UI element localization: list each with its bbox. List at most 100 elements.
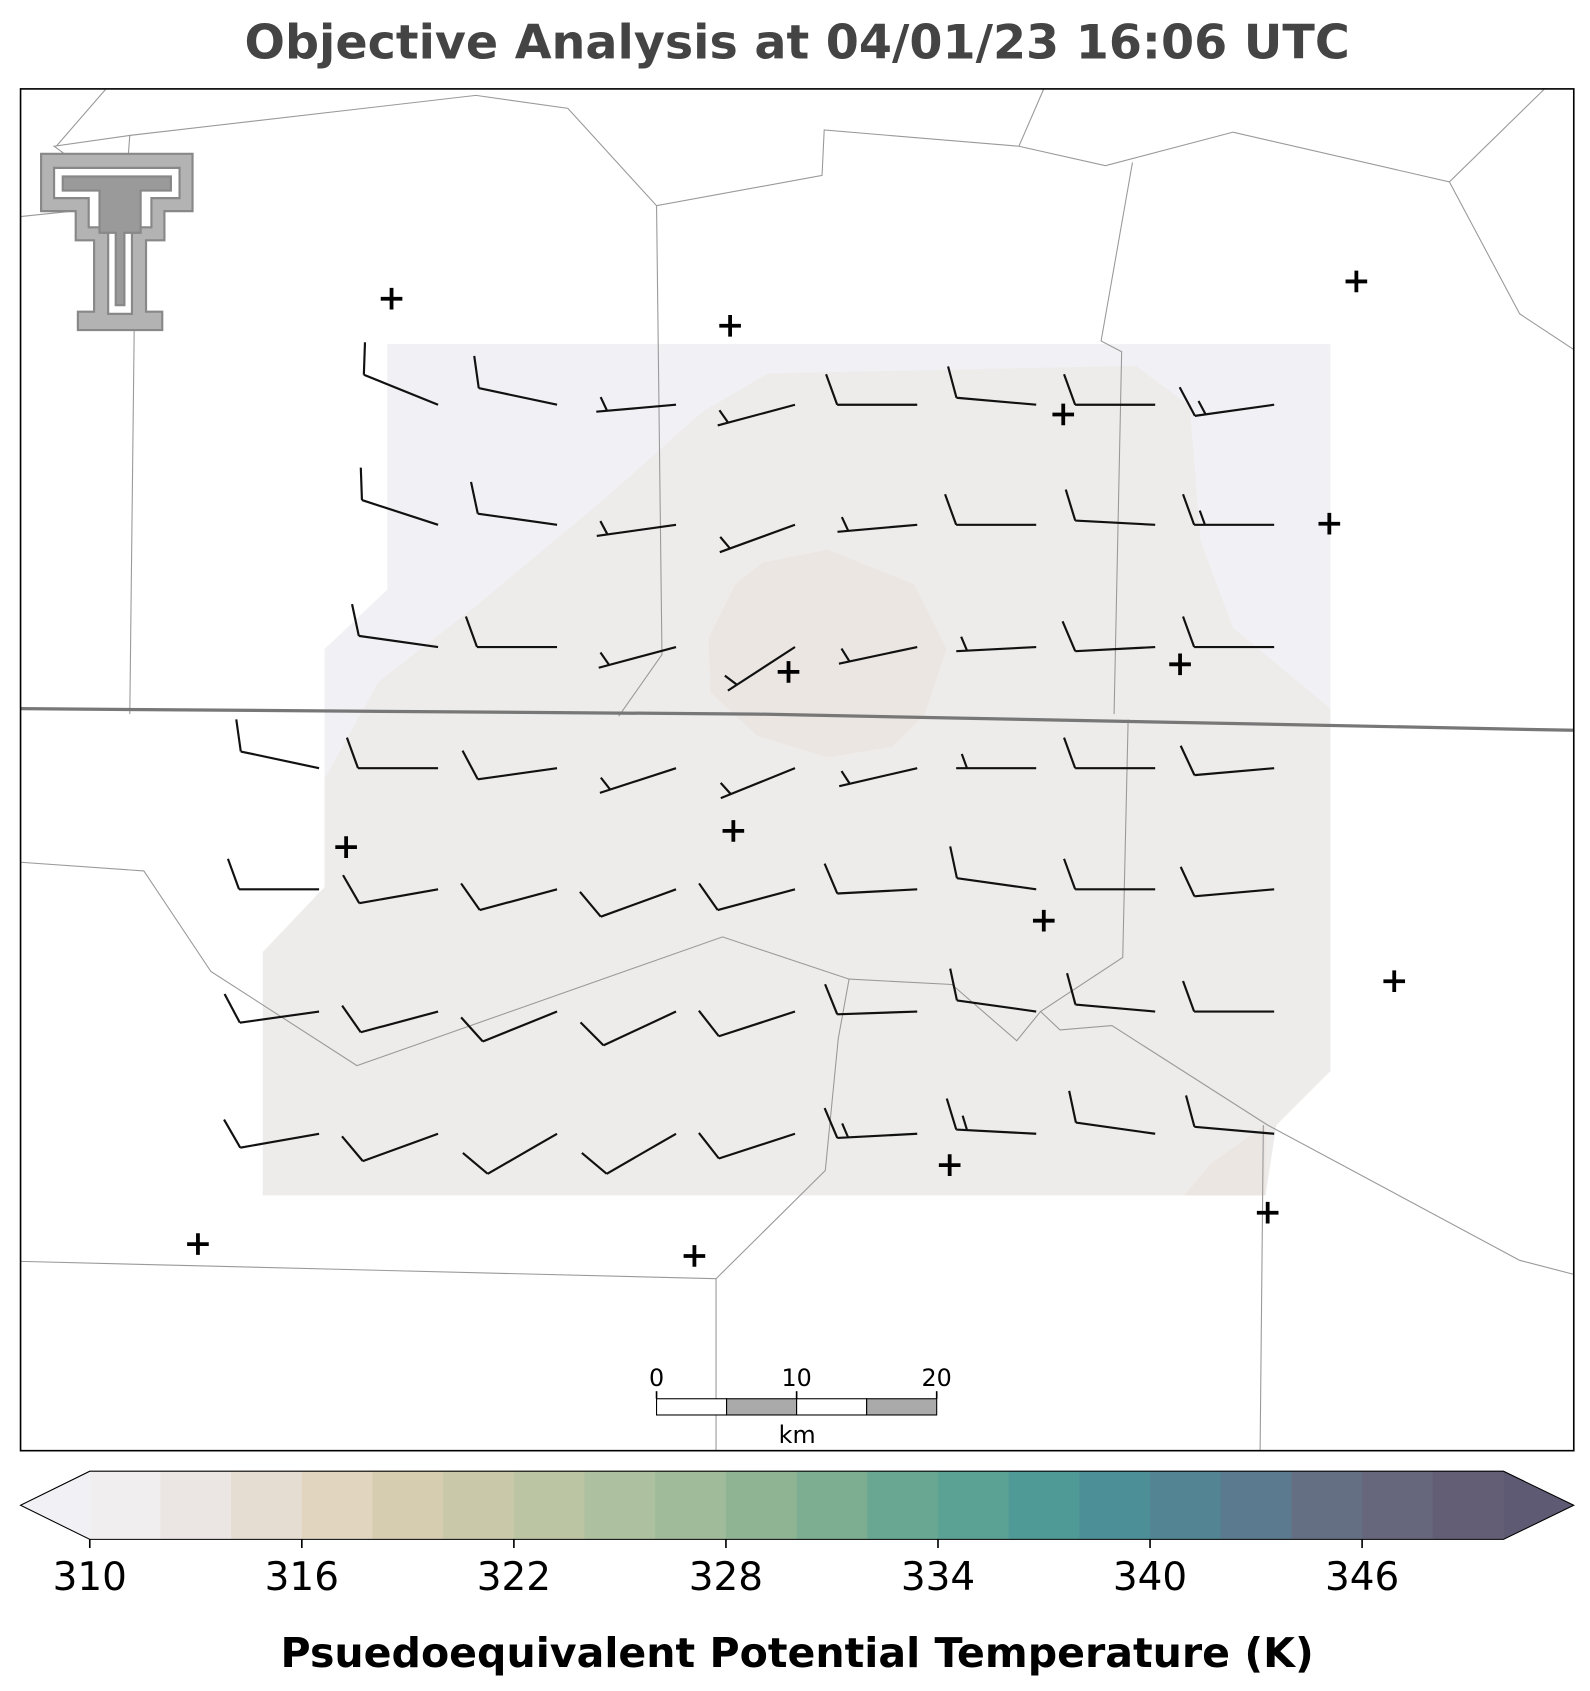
wind-barb: [837, 516, 918, 533]
wind-barb: [945, 1098, 1037, 1135]
wind-barb: [698, 1010, 796, 1038]
wind-barb: [581, 1132, 677, 1175]
wind-barb: [719, 767, 796, 800]
wind-barb: [362, 342, 439, 406]
wind-barb: [462, 1132, 558, 1175]
scale-segment: [726, 1398, 798, 1416]
wind-barb: [719, 523, 796, 554]
scale-segment: [656, 1398, 728, 1416]
colorbar: Psuedoequivalent Potential Temperature (…: [19, 1470, 1576, 1677]
scale-segment: [866, 1398, 938, 1416]
station-marker: [335, 836, 357, 858]
wind-barb: [223, 993, 320, 1024]
wind-barb: [464, 616, 558, 649]
stations: [187, 270, 1406, 1267]
scale-bar: km 0 10 20: [649, 1364, 952, 1449]
colorbar-tick-label: 310: [53, 1555, 127, 1600]
station-marker: [683, 1245, 706, 1267]
boundary: [1040, 1011, 1574, 1275]
colorbar-bin: [655, 1471, 727, 1540]
wind-barb: [473, 355, 558, 406]
colorbar-bin: [372, 1471, 444, 1540]
wind-barb: [956, 753, 1037, 770]
colorbar-tick-label: 322: [477, 1555, 551, 1600]
station-marker: [380, 287, 403, 310]
scale-tick-label: 20: [922, 1364, 952, 1392]
wind-barb: [579, 1010, 677, 1047]
wind-barb: [838, 645, 918, 665]
shade-low: [262, 365, 1331, 1196]
wind-barb: [235, 719, 320, 770]
wind-barb: [598, 645, 677, 669]
station-marker: [1383, 970, 1406, 993]
title: Objective Analysis at 04/01/23 16:06 UTC: [245, 16, 1350, 71]
colorbar-bin: [443, 1471, 515, 1540]
wind-barb: [1063, 737, 1156, 770]
wind-barb: [956, 636, 1037, 653]
station-marker: [719, 314, 741, 337]
station-marker: [1032, 909, 1055, 932]
wind-barbs: [223, 342, 1275, 1175]
colorbar-bin: [89, 1471, 162, 1540]
colorbar-tick-label: 328: [689, 1555, 763, 1600]
boundary: [1018, 88, 1545, 183]
station-marker: [777, 661, 800, 683]
wind-barb: [1063, 373, 1156, 406]
wind-barb: [596, 396, 677, 413]
station-marker: [1256, 1201, 1279, 1224]
wind-barb: [345, 737, 439, 770]
colorbar-bin: [513, 1471, 586, 1540]
wind-barb: [461, 750, 558, 781]
colorbar-bin: [1150, 1471, 1222, 1540]
wind-barb: [1184, 1095, 1275, 1135]
wind-barb: [824, 983, 918, 1016]
wind-barb: [947, 366, 1037, 406]
wind-barb: [469, 481, 558, 526]
wind-barb: [823, 1107, 918, 1140]
wind-barb: [1182, 493, 1275, 526]
boundary: [1100, 162, 1134, 715]
wind-barb: [838, 767, 918, 788]
colorbar-bin: [796, 1471, 868, 1540]
colorbar-tick-label: 346: [1325, 1555, 1399, 1600]
colorbar-tick-label: 316: [265, 1555, 339, 1600]
colorbar-bin: [1362, 1471, 1434, 1540]
boundary: [715, 978, 850, 1451]
boundary: [1448, 181, 1575, 351]
scale-tick-label: 0: [649, 1364, 664, 1392]
station-marker: [187, 1233, 209, 1255]
wind-barb: [1068, 1090, 1156, 1135]
wind-barb: [1063, 858, 1156, 891]
wind-barb: [223, 1119, 320, 1149]
boundary: [1259, 1125, 1264, 1451]
colorbar-bin: [725, 1471, 798, 1540]
logo-core: [61, 175, 172, 307]
wind-barb: [460, 882, 558, 912]
colorbar-tick-label: 334: [901, 1555, 975, 1600]
wind-barb: [949, 846, 1037, 891]
colorbar-bin: [1008, 1471, 1080, 1540]
wind-barb: [1179, 745, 1275, 777]
wind-barb: [1179, 866, 1275, 898]
station-marker: [1052, 403, 1075, 426]
colorbar-bin: [584, 1471, 656, 1540]
wind-barb: [823, 863, 918, 895]
station-marker: [722, 820, 745, 842]
wind-barb: [350, 603, 439, 649]
wind-barb: [698, 1132, 796, 1160]
wind-barb: [226, 858, 320, 891]
wind-barb: [460, 1010, 558, 1043]
logo: [40, 152, 194, 332]
wind-barb: [698, 882, 796, 912]
wind-barb: [341, 1005, 439, 1034]
map-frame: [19, 88, 1575, 1452]
station-marker: [938, 1154, 961, 1176]
map-area: [19, 88, 1575, 1452]
colorbar-bin: [1220, 1471, 1292, 1540]
wind-barb: [342, 874, 439, 905]
boundary: [20, 1260, 717, 1280]
colorbar-label: Psuedoequivalent Potential Temperature (…: [281, 1629, 1314, 1677]
colorbar-bin: [937, 1471, 1010, 1540]
